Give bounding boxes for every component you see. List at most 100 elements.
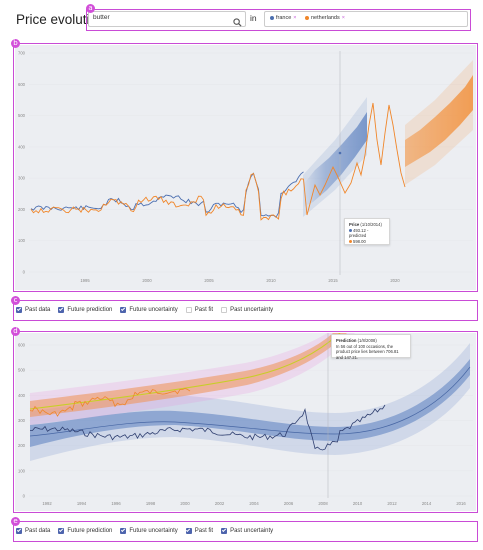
search-value: butter [93, 14, 110, 21]
y-tick-label: 0 [23, 494, 26, 499]
toggle-label: Past uncertainty [230, 528, 274, 534]
france-uncertainty-halo [303, 97, 367, 217]
netherlands-uncertainty-halo [405, 60, 473, 185]
x-tick-label: 2020 [390, 278, 400, 283]
y-tick-label: 200 [18, 207, 26, 212]
netherlands-price-line [30, 102, 406, 221]
toggle-past-uncertainty[interactable]: Past uncertainty [221, 307, 273, 313]
tooltip-title: Price [349, 222, 360, 227]
checkbox-icon[interactable] [221, 528, 228, 534]
hover-point [338, 151, 342, 155]
y-tick-label: 300 [18, 418, 26, 423]
tooltip-body: In 56 out of 100 occasions, the product … [336, 343, 399, 361]
top-chart-controls: Past data Future prediction Future uncer… [16, 307, 281, 313]
x-tick-label: 2012 [387, 501, 397, 506]
y-tick-label: 100 [18, 468, 26, 473]
tooltip-date: (1/8/2008) [357, 338, 377, 343]
checkbox-icon[interactable] [185, 307, 192, 313]
y-tick-label: 400 [18, 144, 26, 149]
marker-e: e [11, 517, 20, 526]
x-tick-label: 2000 [142, 278, 152, 283]
toggle-past-data[interactable]: Past data [16, 528, 50, 534]
y-tick-label: 600 [18, 343, 26, 348]
x-tick-label: 2008 [318, 501, 328, 506]
top-price-chart[interactable]: 700 600 500 400 300 200 100 0 1995 2000 2005 2010 2… [15, 45, 476, 290]
toggle-past-fit[interactable]: Past fit [185, 307, 214, 313]
checkbox-icon[interactable] [185, 528, 192, 534]
toggle-label: Future prediction [67, 528, 113, 534]
x-tick-label: 2016 [456, 501, 466, 506]
x-tick-label: 1995 [80, 278, 90, 283]
country-chip-france[interactable]: france × [270, 15, 297, 21]
x-tick-label: 2010 [353, 501, 363, 506]
netherlands-price-line [29, 388, 191, 417]
checkbox-icon[interactable] [120, 528, 127, 534]
y-tick-label: 200 [18, 443, 26, 448]
checkbox-icon[interactable] [16, 528, 22, 534]
annotation-box-c [13, 300, 478, 321]
france-color-dot [270, 15, 274, 20]
x-tick-label: 2014 [422, 501, 432, 506]
x-tick-label: 2002 [215, 501, 225, 506]
checkbox-icon[interactable] [16, 307, 22, 313]
price-tooltip: Price (1/10/2014) 493.12 - predicted 598… [344, 218, 390, 245]
toggle-label: Past fit [194, 528, 214, 534]
checkbox-icon[interactable] [120, 307, 127, 313]
france-fit-band [30, 359, 470, 447]
remove-country-icon[interactable]: × [293, 15, 297, 21]
tooltip-date: (1/10/2014) [360, 222, 382, 227]
y-tick-label: 400 [18, 393, 26, 398]
x-tick-label: 1992 [42, 501, 52, 506]
annotation-box-e [13, 521, 478, 542]
checkbox-icon[interactable] [221, 307, 228, 313]
netherlands-fit-halo [30, 333, 355, 425]
bottom-chart-svg: 600 500 400 300 200 100 0 1992 1994 1996 1998 2000… [18, 333, 473, 506]
y-tick-label: 0 [23, 270, 26, 275]
x-tick-label: 1996 [111, 501, 121, 506]
toggle-label: Past fit [194, 307, 214, 313]
marker-c: c [11, 296, 20, 305]
toggle-future-uncertainty[interactable]: Future uncertainty [120, 528, 178, 534]
x-tick-label: 2000 [180, 501, 190, 506]
y-tick-label: 600 [18, 82, 26, 87]
netherlands-color-dot [305, 15, 309, 20]
toggle-past-data[interactable]: Past data [16, 307, 50, 313]
x-tick-label: 2005 [204, 278, 214, 283]
toggle-label: Past uncertainty [230, 307, 274, 313]
x-tick-label: 2010 [266, 278, 276, 283]
checkbox-icon[interactable] [58, 307, 65, 313]
annotation-box-d [13, 331, 478, 513]
toggle-label: Past data [25, 528, 51, 534]
france-uncertainty-band [303, 112, 367, 207]
toggle-future-prediction[interactable]: Future prediction [58, 307, 112, 313]
toggle-past-uncertainty[interactable]: Past uncertainty [221, 528, 273, 534]
country-chip-netherlands[interactable]: netherlands × [305, 15, 345, 21]
toggle-label: Future prediction [67, 307, 113, 313]
y-tick-label: 300 [18, 176, 26, 181]
bottom-chart-controls: Past data Future prediction Future uncer… [16, 528, 281, 534]
bottom-price-chart[interactable]: 600 500 400 300 200 100 0 1992 1994 1996 1998 2000… [15, 333, 476, 511]
product-search-input[interactable]: butter [88, 11, 246, 27]
france-fit-line [29, 366, 471, 437]
y-tick-label: 700 [18, 51, 26, 56]
netherlands-fit-band [30, 333, 347, 417]
country-select[interactable]: france × netherlands × [264, 11, 468, 27]
toggle-future-uncertainty[interactable]: Future uncertainty [120, 307, 178, 313]
y-tick-label: 500 [18, 113, 26, 118]
y-tick-label: 500 [18, 368, 26, 373]
search-icon[interactable] [233, 14, 242, 32]
netherlands-uncertainty-band [405, 75, 473, 167]
remove-country-icon[interactable]: × [341, 15, 345, 21]
in-label: in [250, 13, 257, 23]
annotation-box-a [86, 9, 471, 31]
tooltip-line-netherlands: 598.00 [353, 239, 366, 245]
y-tick-label: 100 [18, 238, 26, 243]
toggle-future-prediction[interactable]: Future prediction [58, 528, 112, 534]
france-legend-dot [349, 228, 352, 232]
checkbox-icon[interactable] [58, 528, 65, 534]
toggle-label: Future uncertainty [129, 307, 178, 313]
toggle-label: Future uncertainty [129, 528, 178, 534]
tooltip-line-france: 493.12 - predicted [349, 227, 369, 239]
x-tick-label: 1998 [146, 501, 156, 506]
toggle-past-fit[interactable]: Past fit [185, 528, 214, 534]
